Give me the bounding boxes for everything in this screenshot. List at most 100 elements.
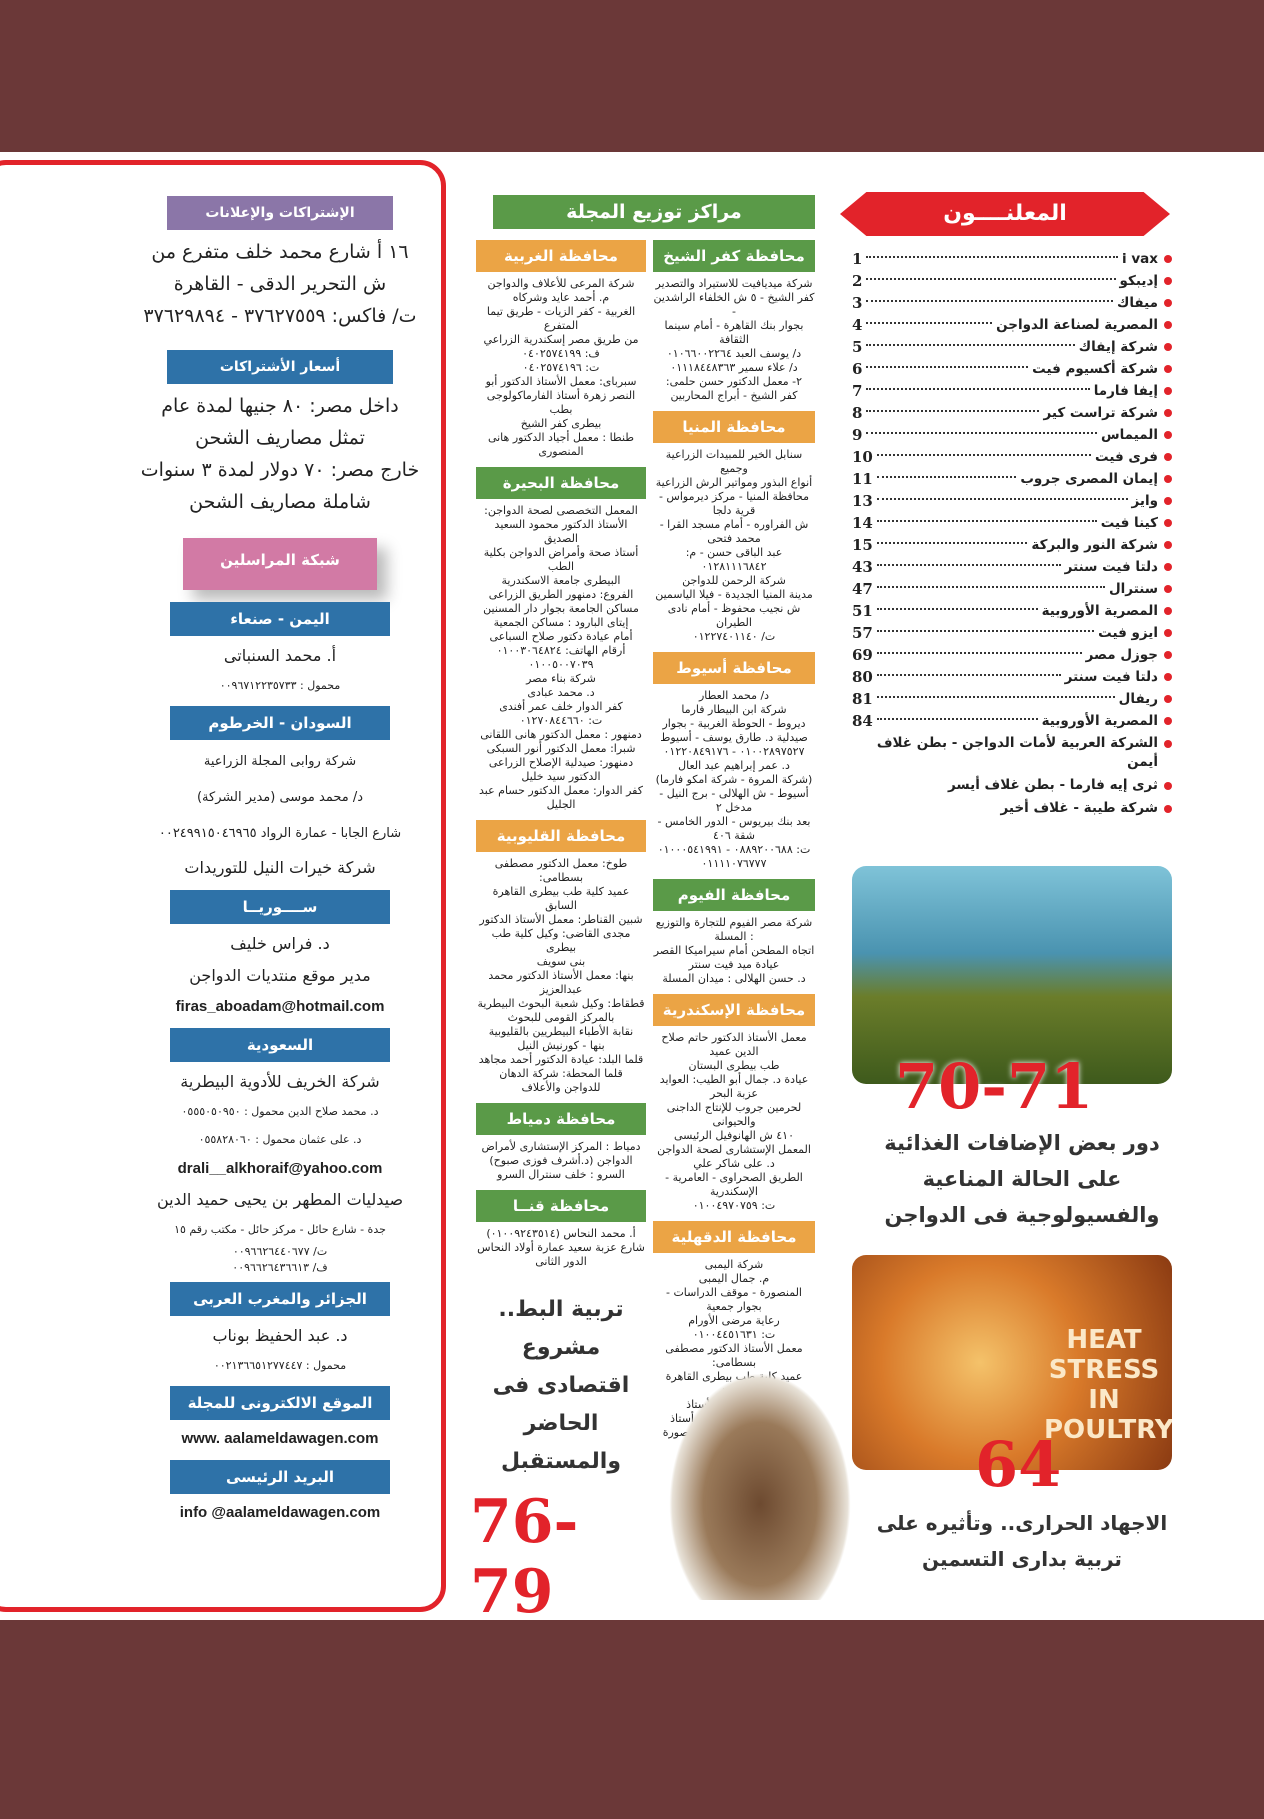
advertiser-item[interactable]: شركة النور والبركة 15 [852,534,1172,556]
advertiser-item[interactable]: المصرية الأوروبية 51 [852,600,1172,622]
advertiser-name: سنترال [1108,581,1158,597]
entry-line: ف: ٠٤٠٢٥٧٤١٩٩ [522,347,600,360]
feature-title[interactable]: دور بعض الإضافات الغذائية على الحالة الم… [884,1131,1160,1227]
seaweed-image[interactable] [852,866,1172,1084]
entry-line: دمياط : المركز الإستشارى لأمراض [481,1140,641,1153]
bullet-icon [1164,431,1172,439]
advertiser-item[interactable]: سنترال 47 [852,578,1172,600]
entry-line: د/ محمد العطار [698,689,770,702]
leader-dots [876,674,1061,676]
region-entries: www. aalameldawagen.com [120,1424,440,1454]
governorate-header: محافظة البحيرة [476,467,646,499]
entry-line: الدكتور سيد خليل [521,770,601,783]
advertiser-name: فرى فيت [1095,449,1158,465]
advertiser-item[interactable]: دلتا فيت سنتر 43 [852,556,1172,578]
advertiser-item[interactable]: فرى فيت 10 [852,446,1172,468]
advertiser-item[interactable]: إيفا فارما 7 [852,380,1172,402]
advertiser-item[interactable]: ايزو فيت 57 [852,622,1172,644]
entry-line: مساكن الجامعة بجوار دار المسنين [483,602,639,615]
bullet-icon [1164,255,1172,263]
advertiser-item[interactable]: الشركة العربية لأمات الدواجن - بطن غلاف … [852,732,1172,774]
region-line[interactable]: drali__alkhoraif@yahoo.com [177,1160,383,1177]
advertiser-item[interactable]: وايز 13 [852,490,1172,512]
leader-dots [876,630,1095,632]
entry-line: صيدلية د. طارق يوسف - أسيوط [660,731,808,744]
advertiser-item[interactable]: ميفاك 3 [852,292,1172,314]
region-entries: د. عبد الحفيظ بوناب محمول : ٠٠٢١٣٦٦٥١٢٧٧٤… [120,1320,440,1380]
entry-line: م. أحمد عايد وشركاه [512,291,610,304]
region-line[interactable]: www. aalameldawagen.com [181,1430,379,1447]
region-line: شركة الخريف للأدوية البيطرية [180,1072,380,1091]
duck-image[interactable] [660,1360,860,1600]
advertiser-cover: شركة طيبة - غلاف أخير [1000,800,1158,816]
entry-line: للدواجن والأعلاف [521,1081,601,1094]
entry-line: المعمل التخصصى لصحة الدواجن: [484,504,638,517]
bullet-icon [1164,277,1172,285]
entry-line: البيطرى جامعة الاسكندرية [501,574,621,587]
governorate-header: محافظة دمياط [476,1103,646,1135]
entry-line: دمنهور: صيدلية الإصلاح الزراعى [488,756,634,769]
leader-dots [876,498,1128,500]
entry-line: أمام عيادة دكتور صلاح السباعى [489,630,633,643]
advertiser-item[interactable]: ثرى إيه فارما - بطن غلاف أيسر [852,774,1172,797]
feature-title[interactable]: الاجهاد الحرارى.. وتأثيره على تربية بدار… [876,1511,1168,1571]
entry-line: سبرباى: معمل الأستاذ الدكتور أبو [485,375,637,388]
advertiser-name: المصرية الأوروبية [1041,713,1158,729]
entry-line: أنواع البذور ومواتير الرش الزراعية [655,476,813,489]
feature-title[interactable]: تربية البط.. مشروع اقتصادى فى الحاضر وال… [492,1297,630,1474]
bullet-icon [1164,782,1172,790]
entry-line: أسيوط - ش الهلالى - برج النيل - مدخل ٢ [659,787,809,814]
advertiser-item[interactable]: الميماس 9 [852,424,1172,446]
governorate-header: محافظة الدقهلية [653,1221,815,1253]
advertiser-page: 11 [852,470,873,488]
advertiser-item[interactable]: المصرية الأوروبية 84 [852,710,1172,732]
bullet-icon [1164,563,1172,571]
advertiser-item[interactable]: جوزل مصر 69 [852,644,1172,666]
entry-line: مجدى القاضى: وكيل كلية طب بيطرى [491,927,631,954]
entry-line: طوخ: معمل الدكتور مصطفى بسطامى: [494,857,628,884]
entry-line: كفر الشيخ - ٥ ش الخلفاء الراشدين - [653,291,815,318]
region-line[interactable]: info @aalameldawagen.com [179,1504,381,1521]
region-line[interactable]: firas_aboadam@hotmail.com [175,998,385,1015]
advertiser-item[interactable]: شركة تراست كير 8 [852,402,1172,424]
entry-line: شركة المرعى للأعلاف والدواجن [487,277,635,290]
entry-line: شركة الرحمن للدواجن [682,574,786,587]
region-entries: أ. محمد السنباتى محمول : ٠٠٩٦٧١٢٢٣٥٧٣٣ [120,640,440,700]
region-line: أ. محمد السنباتى [223,646,337,665]
advertiser-item[interactable]: ريفال 81 [852,688,1172,710]
bullet-icon [1164,387,1172,395]
advertiser-item[interactable]: إيمان المصرى جروب 11 [852,468,1172,490]
advertiser-item[interactable]: شركة طيبة - غلاف أخير [852,797,1172,820]
entry-line: الطريق الصحراوى - العامرية - الإسكندرية [665,1171,803,1198]
advertiser-item[interactable]: شركة إيفاك 5 [852,336,1172,358]
bullet-icon [1164,805,1172,813]
advertiser-item[interactable]: المصرية لصناعة الدواجن 4 [852,314,1172,336]
advertiser-name: ايزو فيت [1098,625,1158,641]
advertiser-page: 3 [852,294,863,312]
region-entries: شركة الخريف للأدوية البيطرية د. محمد صلاح… [120,1066,440,1276]
entry-line: الدواجن (د.أشرف فوزى صبوح) [489,1154,633,1167]
region-entries: info @aalameldawagen.com [120,1498,440,1528]
entry-line: طب بيطرى البستان [688,1059,780,1072]
governorate-header: محافظة قنــا [476,1190,646,1222]
advertiser-item[interactable]: كينا فيت 14 [852,512,1172,534]
entry-line: أستاذ صحة وأمراض الدواجن بكلية الطب [483,546,639,573]
advertiser-item[interactable]: شركة أكسيوم فيت 6 [852,358,1172,380]
entry-line: د. على شاكر علي [693,1157,775,1170]
entry-line: د/ يوسف العبد ٠١٠٦٦٠٠٢٢٦٤ [666,347,802,360]
advertisers-title: المعلنــــون [840,192,1170,236]
advertiser-page: 4 [852,316,863,334]
entry-line: الغربية - كفر الزيات - طريق تيما المتفرع [486,305,636,332]
leader-dots [876,454,1092,456]
network-header: شبكة المراسلين [183,538,377,590]
governorate-entries: د/ محمد العطار شركة ابن البيطار فارما ديرو… [653,689,815,871]
entry-line: أرقام الهاتف: ٠١٠٠٣٠٦٤٨٢٤ [496,644,626,657]
advertiser-item[interactable]: i vax 1 [852,248,1172,270]
entry-line: النصر زهرة أستاذ الفارماكولوجى بطب [486,389,636,416]
advertiser-item[interactable]: دلتا فيت سنتر 80 [852,666,1172,688]
entry-line: سنابل الخير للمبيدات الزراعية وجميع [665,448,803,475]
advertiser-item[interactable]: إديبكو 2 [852,270,1172,292]
entry-line: بالمركز القومى للبحوث [507,1011,615,1024]
entry-line: كفر الدوار خلف عمر أفندى [499,700,623,713]
heat-stress-image[interactable]: HEAT STRESS IN POULTRY [852,1255,1172,1470]
